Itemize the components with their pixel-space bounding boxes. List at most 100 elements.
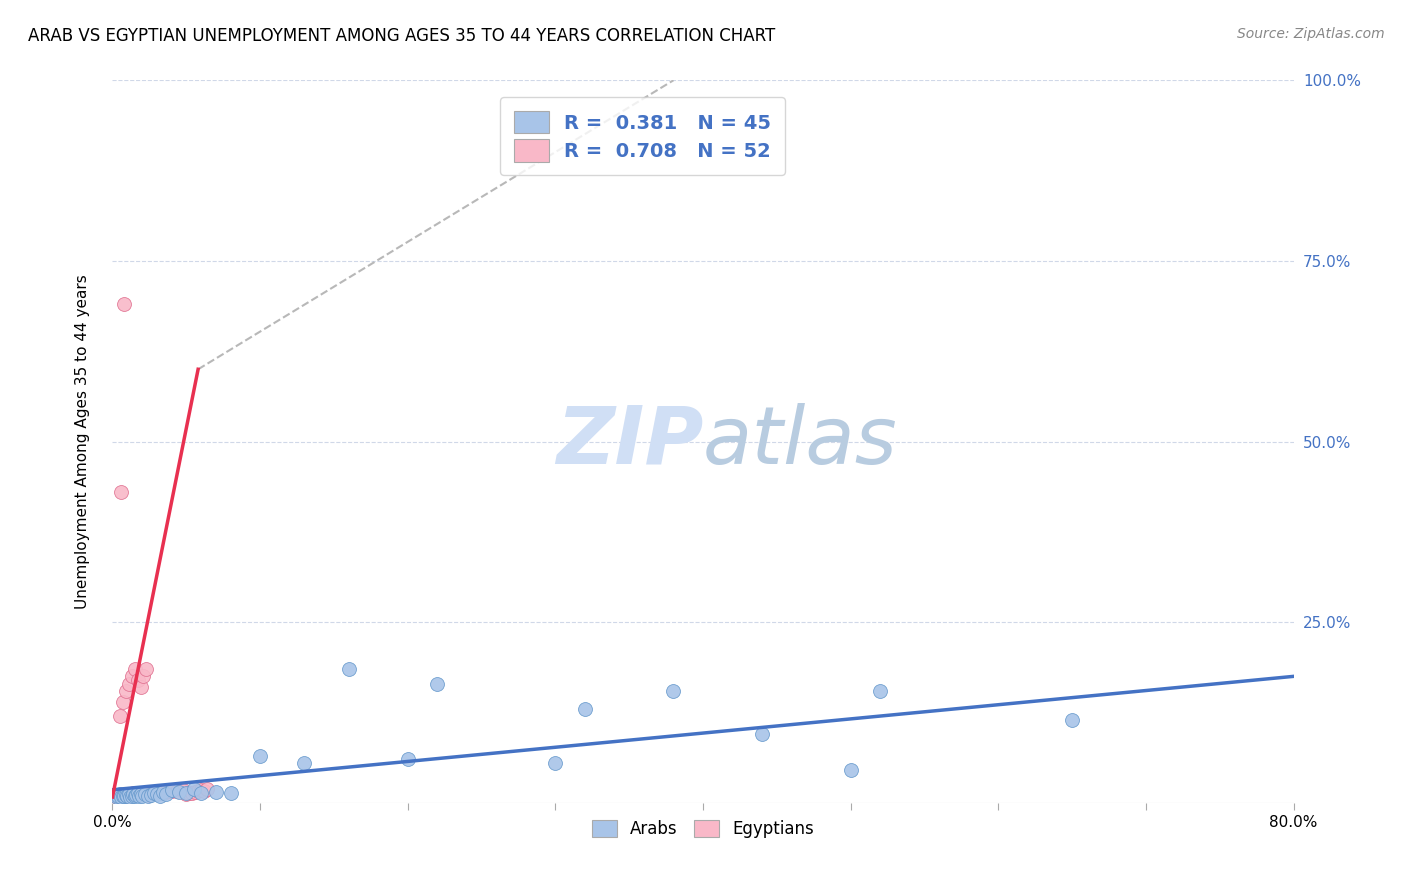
Point [155, 787, 177, 801]
Point [184, 785, 207, 799]
Point [124, 662, 146, 676]
Point [174, 787, 197, 801]
Point [124, 787, 146, 801]
Point [110, 790, 132, 805]
Point [105, 790, 128, 805]
Point [219, 786, 242, 800]
Point [751, 727, 773, 741]
Point [190, 782, 212, 797]
Point [125, 788, 148, 802]
Point [110, 789, 132, 804]
Point [127, 786, 149, 800]
Point [132, 669, 155, 683]
Point [169, 782, 191, 797]
Point [114, 789, 136, 803]
Point [107, 789, 129, 804]
Point [118, 676, 141, 690]
Point [117, 788, 138, 802]
Point [167, 785, 190, 799]
Point [544, 756, 567, 770]
Point [205, 785, 228, 799]
Point [124, 789, 146, 804]
Point [114, 683, 136, 698]
Point [662, 683, 685, 698]
Point [127, 673, 149, 687]
Point [128, 789, 150, 803]
Point [157, 783, 180, 797]
Point [142, 786, 165, 800]
Point [172, 782, 194, 797]
Point [146, 787, 169, 801]
Point [112, 297, 135, 311]
Point [131, 789, 153, 803]
Point [139, 786, 162, 800]
Text: atlas: atlas [703, 402, 898, 481]
Point [129, 680, 152, 694]
Point [149, 786, 172, 800]
Point [118, 787, 141, 801]
Point [337, 662, 360, 676]
Point [839, 764, 862, 778]
Point [181, 786, 204, 800]
Point [114, 788, 136, 802]
Legend: Arabs, Egyptians: Arabs, Egyptians [585, 814, 821, 845]
Point [135, 662, 157, 676]
Point [139, 788, 162, 802]
Point [183, 782, 205, 797]
Point [187, 784, 209, 798]
Point [136, 788, 159, 802]
Point [111, 695, 134, 709]
Point [108, 787, 131, 801]
Point [149, 789, 172, 803]
Point [155, 785, 177, 799]
Point [118, 787, 141, 801]
Point [120, 790, 142, 805]
Point [152, 784, 174, 798]
Point [112, 789, 135, 804]
Point [869, 683, 891, 698]
Point [127, 786, 149, 800]
Point [142, 786, 165, 800]
Text: Source: ZipAtlas.com: Source: ZipAtlas.com [1237, 27, 1385, 41]
Point [120, 789, 142, 804]
Point [190, 786, 212, 800]
Point [122, 786, 145, 800]
Point [121, 669, 143, 683]
Point [134, 786, 156, 800]
Point [146, 785, 169, 799]
Point [111, 789, 134, 803]
Point [128, 787, 150, 801]
Point [174, 786, 197, 800]
Point [121, 788, 143, 802]
Point [108, 789, 131, 803]
Point [163, 782, 186, 797]
Point [193, 783, 215, 797]
Point [121, 789, 143, 803]
Point [179, 786, 201, 800]
Point [110, 485, 132, 500]
Point [117, 789, 138, 803]
Point [105, 790, 128, 805]
Y-axis label: Unemployment Among Ages 35 to 44 years: Unemployment Among Ages 35 to 44 years [75, 274, 90, 609]
Point [426, 676, 449, 690]
Point [122, 787, 145, 801]
Point [249, 748, 271, 763]
Point [129, 786, 152, 800]
Point [125, 788, 148, 802]
Point [160, 784, 183, 798]
Point [108, 709, 131, 723]
Point [292, 756, 315, 770]
Point [1062, 713, 1084, 727]
Point [574, 702, 596, 716]
Point [107, 789, 129, 803]
Point [166, 783, 188, 797]
Point [396, 752, 419, 766]
Point [112, 788, 135, 802]
Point [195, 782, 218, 797]
Point [134, 787, 156, 801]
Point [152, 785, 174, 799]
Point [129, 787, 152, 801]
Point [136, 789, 159, 804]
Text: ZIP: ZIP [555, 402, 703, 481]
Point [111, 789, 134, 803]
